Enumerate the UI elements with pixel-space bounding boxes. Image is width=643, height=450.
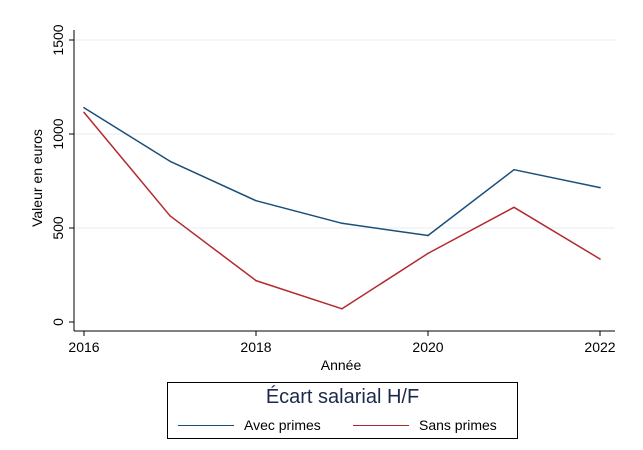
x-axis-ticks: 2016 2018 2020 2022 — [68, 331, 616, 355]
legend-label-avec-primes: Avec primes — [244, 417, 321, 433]
data-point-sans-primes-2021 — [513, 206, 515, 209]
x-tick-label-2016: 2016 — [68, 339, 99, 355]
y-tick-label-0: 0 — [50, 318, 66, 326]
data-point-sans-primes-2017 — [169, 214, 171, 217]
data-point-sans-primes-2020 — [427, 252, 429, 255]
y-tick-label-1500: 1500 — [50, 24, 66, 55]
data-point-sans-primes-2016 — [83, 111, 85, 114]
x-axis-title: Année — [321, 357, 362, 373]
legend-title: Écart salarial H/F — [265, 386, 420, 408]
data-point-sans-primes-2019 — [341, 308, 343, 310]
data-point-avec-primes-2020 — [427, 234, 429, 237]
data-point-avec-primes-2021 — [513, 168, 515, 171]
y-axis-title: Valeur en euros — [29, 129, 45, 227]
series-lines — [83, 106, 601, 310]
x-tick-label-2018: 2018 — [240, 339, 271, 355]
line-chart: 0 500 1000 1500 2016 2018 2020 2022 Année Vale… — [29, 24, 616, 373]
series-line-avec-primes — [83, 107, 601, 237]
legend-item-avec-primes: Avec primes — [178, 416, 321, 434]
data-point-avec-primes-2016 — [83, 106, 85, 109]
grid — [74, 39, 615, 229]
legend-item-sans-primes: Sans primes — [353, 416, 497, 434]
x-tick-label-2022: 2022 — [584, 339, 615, 355]
data-point-avec-primes-2017 — [169, 160, 171, 163]
data-point-sans-primes-2022 — [599, 258, 601, 260]
data-point-avec-primes-2022 — [599, 186, 601, 189]
legend-swatch-avec-primes — [178, 424, 234, 426]
legend-label-sans-primes: Sans primes — [419, 417, 497, 433]
data-point-avec-primes-2018 — [255, 199, 257, 202]
y-axis-ticks: 0 500 1000 1500 — [50, 24, 74, 326]
series-line-sans-primes — [83, 111, 601, 310]
y-tick-label-500: 500 — [50, 216, 66, 240]
data-point-sans-primes-2018 — [255, 279, 257, 282]
data-point-avec-primes-2019 — [341, 222, 343, 225]
legend-swatch-sans-primes — [353, 424, 409, 426]
y-tick-label-1000: 1000 — [50, 118, 66, 149]
legend: Écart salarial H/F Avec primes Sans prim… — [167, 382, 518, 439]
x-tick-label-2020: 2020 — [412, 339, 443, 355]
